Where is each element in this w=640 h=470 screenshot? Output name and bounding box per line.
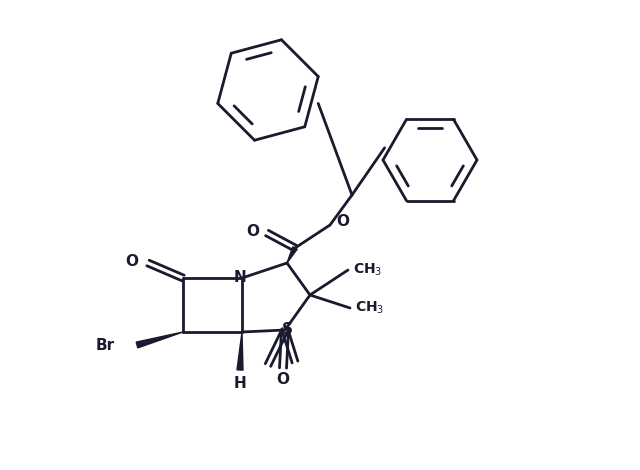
Text: S: S bbox=[282, 322, 292, 337]
Polygon shape bbox=[136, 332, 183, 348]
Polygon shape bbox=[237, 332, 243, 370]
Text: O: O bbox=[336, 213, 349, 228]
Text: O: O bbox=[125, 253, 138, 268]
Text: CH$_3$: CH$_3$ bbox=[355, 300, 384, 316]
Text: N: N bbox=[234, 269, 246, 284]
Text: Br: Br bbox=[96, 337, 115, 352]
Text: O: O bbox=[276, 373, 289, 387]
Polygon shape bbox=[287, 247, 297, 263]
Text: CH$_3$: CH$_3$ bbox=[353, 262, 382, 278]
Text: O: O bbox=[246, 224, 259, 238]
Text: H: H bbox=[234, 376, 246, 392]
